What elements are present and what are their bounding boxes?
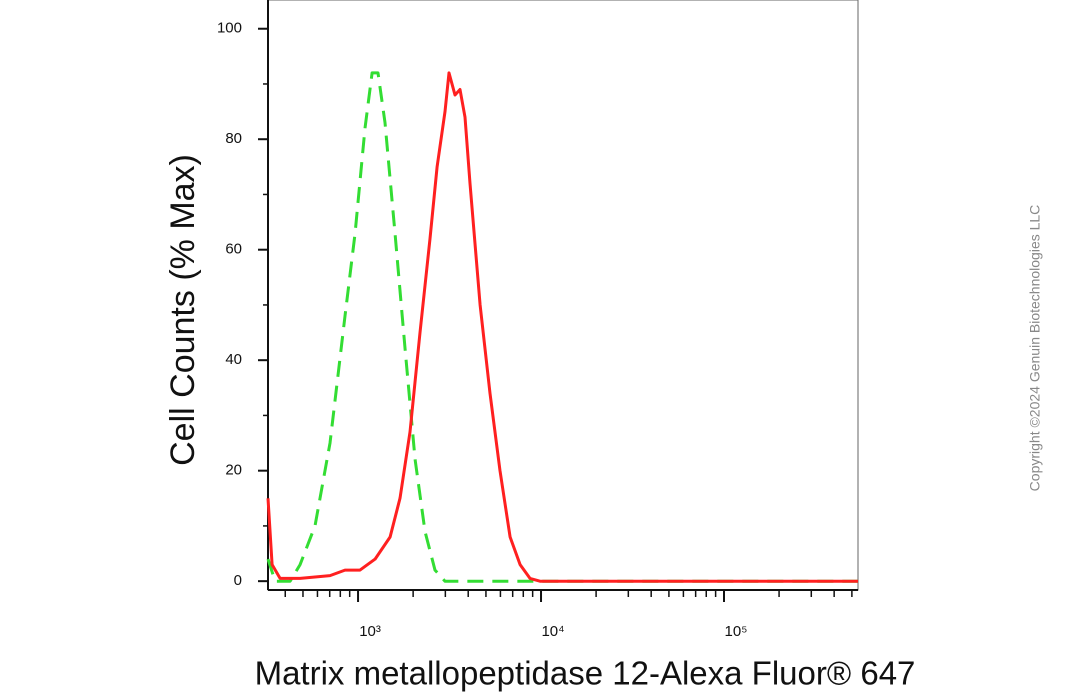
y-tick-label: 40: [225, 351, 242, 368]
y-tick-label: 20: [225, 462, 242, 479]
series-line: [266, 71, 858, 583]
y-axis-title: Cell Counts (% Max): [164, 154, 202, 466]
series-line: [266, 71, 858, 583]
y-tick-label: 100: [217, 20, 242, 37]
y-tick-label: 80: [225, 130, 242, 147]
copyright: Copyright ©2024 Genuin Biotechnologies L…: [1027, 205, 1043, 492]
x-tick-label: 10⁵: [725, 623, 748, 640]
y-tick-label: 0: [234, 572, 242, 589]
x-axis-title: Matrix metallopeptidase 12-Alexa Fluor® …: [255, 655, 916, 692]
plot-frame: [267, 0, 859, 591]
x-tick-label: 10³: [359, 623, 381, 640]
y-tick-label: 60: [225, 241, 242, 258]
x-tick-label: 10⁴: [541, 623, 564, 640]
